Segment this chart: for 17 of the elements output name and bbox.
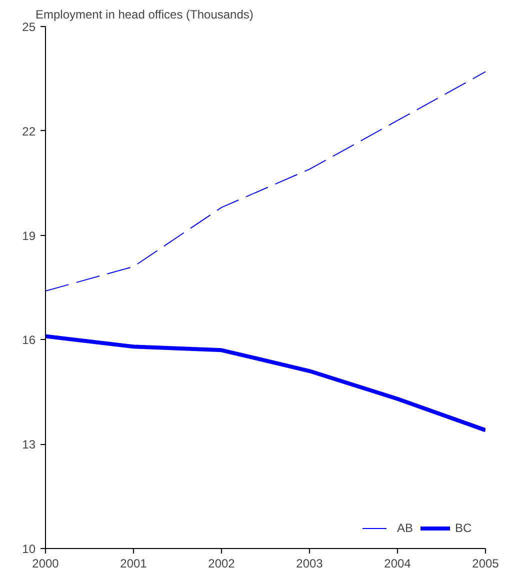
y-tick-label: 22 <box>22 124 36 138</box>
y-tick-label: 13 <box>22 438 36 452</box>
legend-label: AB <box>397 521 414 535</box>
x-tick-label: 2005 <box>472 556 500 570</box>
y-tick-label: 16 <box>22 333 36 348</box>
line-series <box>46 71 486 292</box>
y-tick-label: 19 <box>22 228 36 243</box>
x-tick-label: 2003 <box>296 556 324 570</box>
y-tick-label: 10 <box>22 542 36 556</box>
x-tick-label: 2002 <box>208 556 236 570</box>
x-tick-label: 2000 <box>32 556 60 570</box>
line-series <box>46 334 486 432</box>
x-tick-label: 2004 <box>384 556 412 570</box>
legend-label: BC <box>455 521 473 535</box>
y-tick-label: 25 <box>22 20 36 34</box>
x-tick-label: 2001 <box>120 556 148 570</box>
chart-title: Employment in head offices (Thousands) <box>36 8 254 22</box>
